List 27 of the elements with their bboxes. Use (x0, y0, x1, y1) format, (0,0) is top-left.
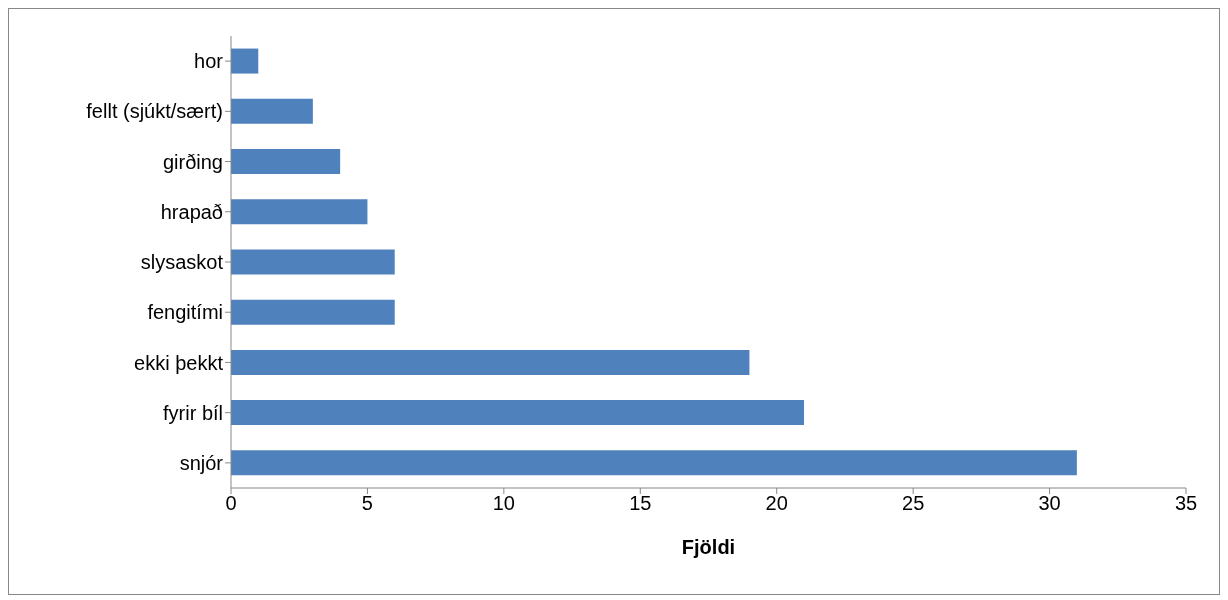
y-tick-label: snjór (179, 451, 224, 474)
bar (231, 48, 259, 74)
x-tick-label: 5 (361, 492, 373, 515)
bar (231, 400, 804, 426)
y-tick-label: fyrir bíl (163, 401, 223, 424)
bar (231, 450, 1077, 476)
x-tick-label: 25 (902, 492, 925, 515)
bar (231, 299, 395, 325)
x-tick-label: 30 (1038, 492, 1061, 515)
x-tick-label: 20 (765, 492, 788, 515)
bar (231, 149, 341, 174)
y-tick-label: fengitími (147, 301, 223, 324)
y-tick-label: ekki þekkt (134, 351, 224, 374)
x-tick-label: 15 (629, 492, 652, 515)
y-tick-label: hor (194, 50, 224, 73)
y-tick-label: hrapað (160, 200, 223, 223)
bar (231, 349, 750, 375)
x-tick-label: 10 (492, 492, 515, 515)
x-tick-label: 35 (1174, 492, 1198, 515)
y-tick-label: girðing (162, 150, 223, 173)
bar (231, 98, 313, 124)
y-tick-label: slysaskot (140, 251, 224, 274)
y-tick-label: fellt (sjúkt/sært) (86, 100, 223, 123)
x-axis-title: Fjöldi (681, 536, 736, 558)
bar (231, 199, 368, 225)
bar (231, 249, 395, 275)
x-tick-label: 0 (225, 492, 237, 515)
